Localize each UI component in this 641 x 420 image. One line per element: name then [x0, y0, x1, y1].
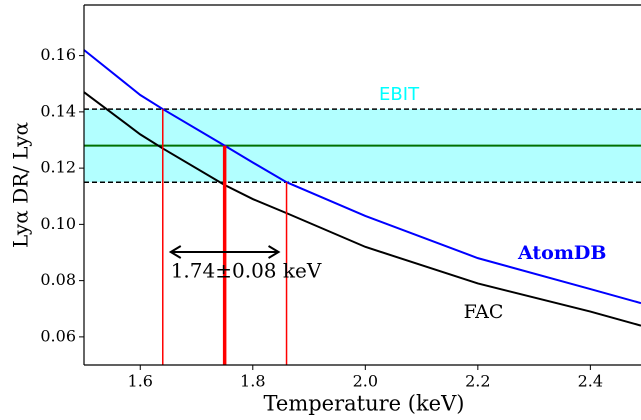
arrow-head	[168, 245, 182, 259]
arrow-head	[268, 245, 281, 259]
line-series	[83, 49, 641, 305]
x-tick-label: 1.8	[240, 372, 265, 391]
x-tick-label: 2.2	[465, 372, 490, 391]
x-tick-label: 2.4	[578, 372, 603, 391]
y-tick-label: 0.12	[40, 158, 76, 177]
y-tick-label: 0.06	[40, 326, 76, 345]
line-series	[83, 91, 641, 327]
x-tick-label: 1.6	[128, 372, 153, 391]
series-label: FAC	[464, 301, 504, 323]
series-label: AtomDB	[517, 242, 607, 264]
annotation: 1.74±0.08 keV	[171, 259, 322, 283]
band-label: EBIT	[379, 84, 420, 105]
y-axis-label: Lyα DR/ Lyα	[9, 122, 33, 248]
x-tick-label: 2.0	[353, 372, 378, 391]
y-tick-label: 0.10	[40, 214, 76, 233]
y-tick-label: 0.16	[40, 45, 76, 64]
y-tick-label: 0.08	[40, 270, 76, 289]
y-tick-label: 0.14	[40, 101, 76, 120]
x-axis-label: Temperature (keV)	[264, 392, 465, 416]
